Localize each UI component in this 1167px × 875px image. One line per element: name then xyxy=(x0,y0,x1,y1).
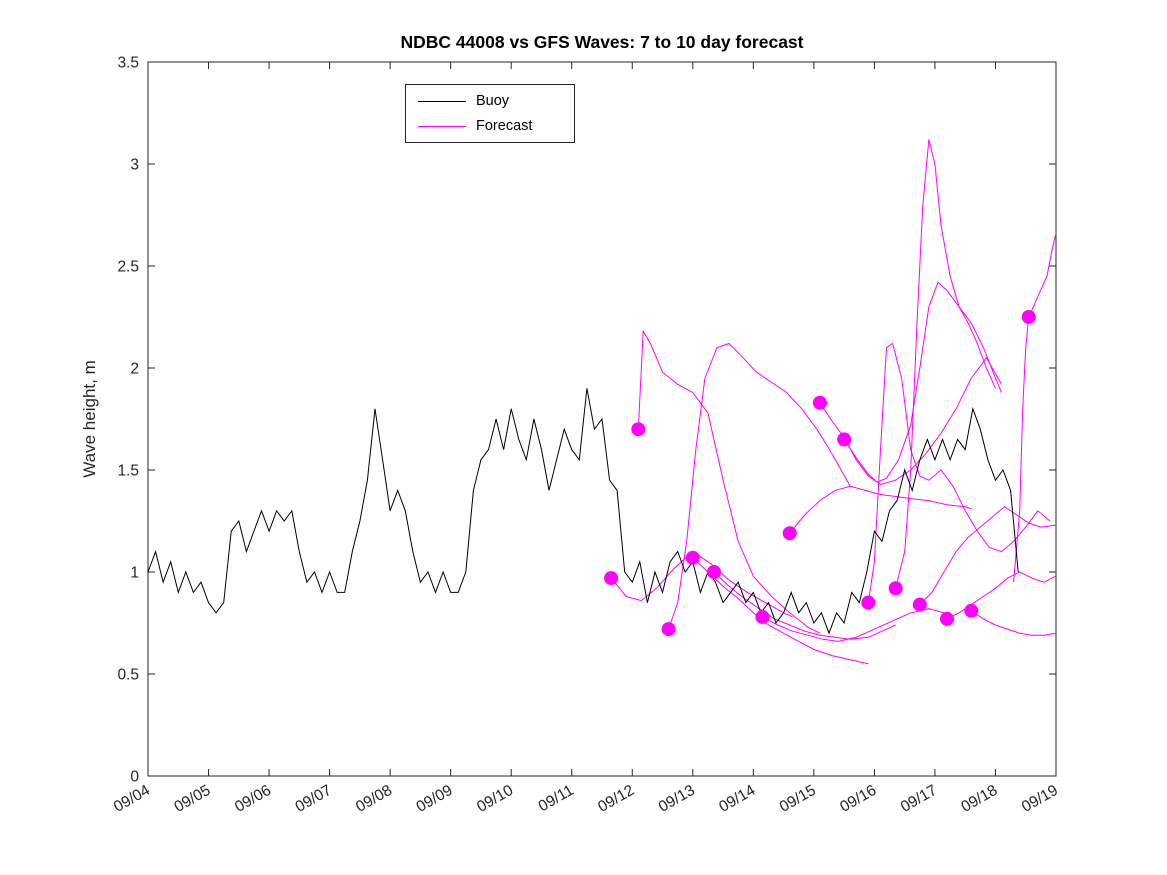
forecast-line xyxy=(971,610,1057,636)
x-tick-label: 09/19 xyxy=(1019,782,1061,816)
x-tick-label: 09/14 xyxy=(716,782,758,816)
forecast-line xyxy=(919,506,1057,605)
x-tick-label: 09/11 xyxy=(536,782,577,816)
y-tick-label: 2.5 xyxy=(117,259,139,276)
x-tick-label: 09/06 xyxy=(232,782,274,816)
x-tick-label: 09/04 xyxy=(111,782,153,816)
forecast-line xyxy=(762,608,945,642)
x-tick-label: 09/09 xyxy=(414,782,456,816)
forecast-line xyxy=(843,281,1002,483)
forecast-marker xyxy=(631,422,646,437)
forecast-line xyxy=(1013,233,1057,583)
x-tick-label: 09/17 xyxy=(898,782,940,816)
chart-title: NDBC 44008 vs GFS Waves: 7 to 10 day for… xyxy=(400,32,804,52)
forecast-line xyxy=(692,557,869,665)
forecast-line xyxy=(946,571,1057,620)
legend-buoy-label: Buoy xyxy=(476,93,510,109)
forecast-marker xyxy=(812,395,827,410)
y-tick-label: 0.5 xyxy=(117,667,139,684)
forecast-line xyxy=(668,342,851,630)
forecast-line xyxy=(789,485,972,534)
y-tick-label: 2 xyxy=(130,361,139,378)
x-tick-label: 09/08 xyxy=(353,782,395,816)
x-tick-label: 09/13 xyxy=(656,782,698,816)
legend: Buoy Forecast xyxy=(405,84,575,143)
forecast-line xyxy=(610,550,793,618)
x-tick-label: 09/07 xyxy=(293,782,335,816)
forecast-marker xyxy=(782,526,797,541)
y-tick-label: 3 xyxy=(130,157,139,174)
y-tick-label: 1.5 xyxy=(117,463,139,480)
forecast-marker xyxy=(888,581,903,596)
y-axis-label: Wave height, m xyxy=(80,360,99,478)
plot-border xyxy=(147,61,1057,777)
forecast-line xyxy=(895,139,996,589)
forecast-line xyxy=(867,342,1051,603)
legend-item-buoy: Buoy xyxy=(418,92,562,110)
legend-item-forecast: Forecast xyxy=(418,117,562,135)
x-tick-label: 09/15 xyxy=(777,782,819,816)
buoy-line xyxy=(147,388,1019,635)
y-tick-label: 0 xyxy=(130,769,139,786)
forecast-marker xyxy=(837,432,852,447)
forecast-marker xyxy=(755,609,770,624)
x-tick-label: 09/12 xyxy=(595,782,637,816)
y-tick-label: 1 xyxy=(130,565,139,582)
forecast-marker xyxy=(912,597,927,612)
forecast-marker xyxy=(861,595,876,610)
x-tick-label: 09/16 xyxy=(837,782,879,816)
legend-forecast-label: Forecast xyxy=(476,118,533,134)
x-tick-label: 09/18 xyxy=(958,782,1000,816)
buoy-line-sample xyxy=(418,100,466,102)
x-tick-label: 09/10 xyxy=(474,782,516,816)
forecast-marker xyxy=(1021,310,1036,324)
forecast-marker xyxy=(964,603,979,618)
forecast-marker xyxy=(707,565,721,579)
x-tick-label: 09/05 xyxy=(171,782,213,816)
forecast-line xyxy=(637,329,821,634)
y-tick-label: 3.5 xyxy=(117,55,139,72)
forecast-marker xyxy=(940,611,954,626)
forecast-marker xyxy=(685,550,700,565)
forecast-marker xyxy=(604,571,619,586)
forecast-marker xyxy=(661,622,676,637)
forecast-line-sample xyxy=(418,125,466,127)
